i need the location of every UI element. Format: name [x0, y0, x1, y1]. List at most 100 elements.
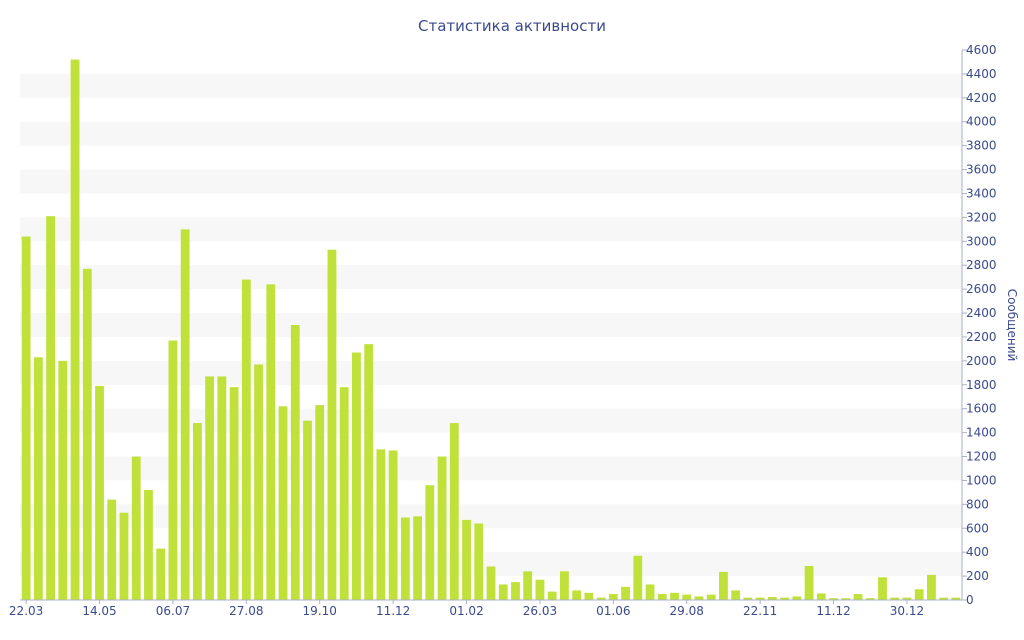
- bar[interactable]: [339, 387, 349, 600]
- bar[interactable]: [119, 512, 129, 600]
- bar[interactable]: [107, 499, 117, 600]
- bar[interactable]: [425, 485, 435, 600]
- bar[interactable]: [914, 589, 924, 600]
- bar[interactable]: [645, 584, 655, 600]
- bar[interactable]: [890, 597, 900, 600]
- x-tick-label: 29.08: [670, 604, 704, 618]
- bar[interactable]: [719, 571, 728, 600]
- bar[interactable]: [523, 571, 533, 600]
- bar[interactable]: [572, 590, 582, 600]
- x-tick-label: 19.10: [303, 604, 337, 618]
- bar[interactable]: [804, 565, 814, 600]
- bar[interactable]: [816, 593, 826, 600]
- bar[interactable]: [706, 594, 716, 600]
- grid-band: [20, 265, 962, 290]
- bar[interactable]: [596, 597, 606, 600]
- bar[interactable]: [229, 387, 239, 600]
- bar[interactable]: [829, 598, 838, 600]
- bar[interactable]: [156, 548, 166, 600]
- bar[interactable]: [767, 597, 777, 600]
- bar[interactable]: [266, 284, 276, 600]
- bar[interactable]: [902, 597, 912, 600]
- bar[interactable]: [303, 420, 312, 600]
- bar[interactable]: [535, 579, 545, 600]
- x-tick-label: 01.02: [449, 604, 483, 618]
- bar[interactable]: [352, 352, 361, 601]
- bar[interactable]: [694, 596, 704, 600]
- bar[interactable]: [792, 596, 802, 600]
- bar[interactable]: [205, 376, 215, 600]
- x-tick-label: 30.12: [890, 604, 924, 618]
- bar[interactable]: [449, 423, 459, 600]
- bar[interactable]: [731, 590, 741, 600]
- bar[interactable]: [168, 340, 178, 600]
- bar[interactable]: [633, 555, 643, 600]
- bar[interactable]: [951, 597, 961, 600]
- y-tick-label: 3600: [966, 163, 997, 177]
- y-tick-label: 0: [966, 593, 974, 607]
- bar[interactable]: [755, 597, 765, 600]
- bar[interactable]: [192, 423, 202, 600]
- bar[interactable]: [682, 594, 692, 600]
- bar[interactable]: [144, 490, 153, 600]
- y-axis-ticks: 0 200 400 600 800 1000 1200 1400 1600 1800 2000 220…: [962, 43, 997, 607]
- bar[interactable]: [58, 360, 68, 600]
- bar[interactable]: [584, 592, 594, 600]
- bar[interactable]: [46, 216, 55, 600]
- bar[interactable]: [290, 325, 300, 600]
- bar[interactable]: [131, 456, 141, 600]
- bar[interactable]: [376, 449, 386, 600]
- bar[interactable]: [254, 364, 263, 600]
- bar[interactable]: [621, 586, 630, 600]
- bar[interactable]: [780, 597, 790, 600]
- bar[interactable]: [364, 344, 374, 600]
- y-tick-label: 2600: [966, 282, 997, 296]
- bar[interactable]: [657, 594, 667, 600]
- bar[interactable]: [865, 598, 875, 600]
- bar[interactable]: [511, 582, 520, 600]
- y-tick-label: 800: [966, 497, 989, 511]
- bar[interactable]: [82, 268, 92, 600]
- bar[interactable]: [95, 385, 104, 600]
- bar[interactable]: [486, 566, 496, 600]
- y-tick-label: 3800: [966, 139, 997, 153]
- y-tick-label: 2200: [966, 330, 997, 344]
- y-tick-label: 4000: [966, 115, 997, 129]
- bar[interactable]: [608, 594, 618, 600]
- bar[interactable]: [33, 357, 43, 600]
- bar[interactable]: [743, 597, 753, 600]
- bar[interactable]: [498, 584, 508, 600]
- bar[interactable]: [474, 523, 484, 600]
- bar[interactable]: [315, 405, 325, 600]
- bar[interactable]: [400, 517, 410, 601]
- x-tick-label: 14.05: [82, 604, 116, 618]
- bar[interactable]: [462, 519, 471, 600]
- grid-band: [20, 169, 962, 194]
- bar[interactable]: [841, 598, 851, 600]
- bar[interactable]: [21, 236, 31, 600]
- bar[interactable]: [878, 577, 887, 600]
- bar[interactable]: [939, 597, 949, 600]
- bar[interactable]: [70, 59, 80, 600]
- grid-bands: [20, 73, 962, 577]
- bar[interactable]: [413, 516, 422, 600]
- y-tick-label: 600: [966, 521, 989, 535]
- bar[interactable]: [437, 456, 447, 600]
- bar[interactable]: [853, 594, 863, 600]
- bar[interactable]: [180, 229, 190, 600]
- bar[interactable]: [241, 279, 251, 600]
- bar-series: [21, 59, 961, 601]
- bar[interactable]: [560, 571, 569, 600]
- grid-band: [20, 456, 962, 481]
- bar[interactable]: [388, 450, 398, 600]
- grid-band: [20, 408, 962, 433]
- bar[interactable]: [670, 592, 679, 600]
- bar[interactable]: [217, 376, 227, 600]
- bar[interactable]: [547, 591, 557, 600]
- chart-title: Статистика активности: [418, 17, 606, 35]
- y-tick-label: 4600: [966, 43, 997, 57]
- bar[interactable]: [927, 574, 936, 600]
- bar[interactable]: [278, 406, 288, 600]
- bar[interactable]: [327, 249, 337, 601]
